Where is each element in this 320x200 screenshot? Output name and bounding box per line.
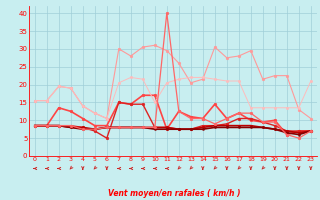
Text: Vent moyen/en rafales ( km/h ): Vent moyen/en rafales ( km/h ) [108,189,241,198]
